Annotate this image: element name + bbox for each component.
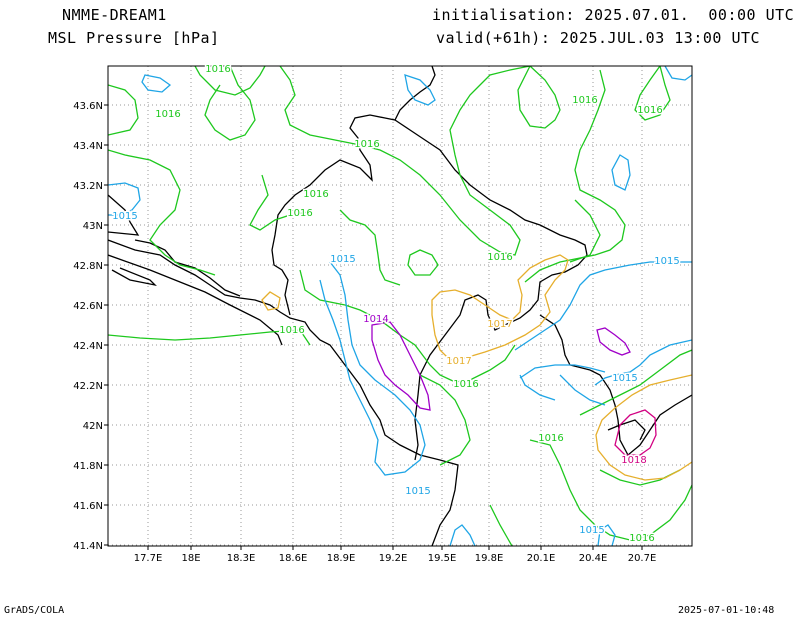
isobar-label-1016: 1016 xyxy=(205,64,230,75)
lat-tick-label: 42.2N xyxy=(73,381,103,392)
isobar-label-1015: 1015 xyxy=(654,256,679,267)
lon-tick-label: 20.1E xyxy=(527,553,556,564)
lon-tick-label: 18.3E xyxy=(227,553,256,564)
isobar-label-1016: 1016 xyxy=(487,252,512,263)
valid-time: valid(+61h): 2025.JUL.03 13:00 UTC xyxy=(436,29,761,47)
axis-ticks: 17.7E 18E 18.3E 18.6E 18.9E 19.2E 19.5E 19.8E 20… xyxy=(73,101,656,564)
isobar-label-1016: 1016 xyxy=(279,325,304,336)
isobar-label-1016: 1016 xyxy=(453,379,478,390)
coastline xyxy=(108,66,692,546)
lat-tick-label: 41.8N xyxy=(73,461,103,472)
isobar-label-1014: 1014 xyxy=(363,314,388,325)
lon-tick-label: 20.4E xyxy=(579,553,608,564)
lat-tick-label: 42.4N xyxy=(73,341,103,352)
lon-tick-label: 19.8E xyxy=(475,553,504,564)
isobar-label-1016: 1016 xyxy=(303,189,328,200)
isobar-1016 xyxy=(108,66,692,546)
lon-tick-label: 19.2E xyxy=(379,553,408,564)
model-title: NMME-DREAM1 xyxy=(62,6,167,24)
lon-tick-label: 20.7E xyxy=(628,553,657,564)
map-grid xyxy=(108,66,692,546)
isobar-label-1016: 1016 xyxy=(538,433,563,444)
init-time: initialisation: 2025.07.01. 00:00 UTC xyxy=(432,6,795,24)
lat-tick-label: 42N xyxy=(83,421,103,432)
lat-tick-label: 43N xyxy=(83,221,103,232)
isobar-label-1016: 1016 xyxy=(354,139,379,150)
isobar-label-1016: 1016 xyxy=(155,109,180,120)
isobar-label-1015: 1015 xyxy=(330,254,355,265)
lat-tick-label: 43.4N xyxy=(73,141,103,152)
lat-tick-label: 42.6N xyxy=(73,301,103,312)
lon-tick-label: 19.5E xyxy=(428,553,457,564)
isobar-1015 xyxy=(108,66,692,546)
lon-tick-label: 18.6E xyxy=(279,553,308,564)
lat-tick-label: 41.4N xyxy=(73,541,103,552)
contour-labels: 1016 1016 1016 1016 1016 1016 1016 1016 1016 1016… xyxy=(111,63,681,546)
isobar-label-1016: 1016 xyxy=(637,105,662,116)
isobar-label-1015: 1015 xyxy=(405,486,430,497)
isobar-label-1015: 1015 xyxy=(579,525,604,536)
isobar-label-1016: 1016 xyxy=(287,208,312,219)
variable-title: MSL Pressure [hPa] xyxy=(48,29,220,47)
footer-left: GrADS/COLA xyxy=(4,605,65,616)
isobar-1014 xyxy=(371,321,631,411)
lat-tick-label: 41.6N xyxy=(73,501,103,512)
lon-tick-label: 17.7E xyxy=(134,553,163,564)
lat-tick-label: 42.8N xyxy=(73,261,103,272)
footer-right: 2025-07-01-10:48 xyxy=(678,605,775,616)
isobar-1018 xyxy=(614,409,657,456)
lat-tick-label: 43.2N xyxy=(73,181,103,192)
isobar-label-1016: 1016 xyxy=(572,95,597,106)
lon-tick-label: 18.9E xyxy=(327,553,356,564)
isobar-label-1015: 1015 xyxy=(612,373,637,384)
isobar-label-1016: 1016 xyxy=(629,533,654,544)
plot-frame xyxy=(107,65,693,547)
isobar-label-1017: 1017 xyxy=(446,356,471,367)
isobar-label-1017: 1017 xyxy=(487,319,512,330)
lon-tick-label: 18E xyxy=(181,553,200,564)
isobar-1017 xyxy=(261,254,692,481)
lat-tick-label: 43.6N xyxy=(73,101,103,112)
isobar-label-1018: 1018 xyxy=(621,455,646,466)
isobar-label-1015: 1015 xyxy=(112,211,137,222)
